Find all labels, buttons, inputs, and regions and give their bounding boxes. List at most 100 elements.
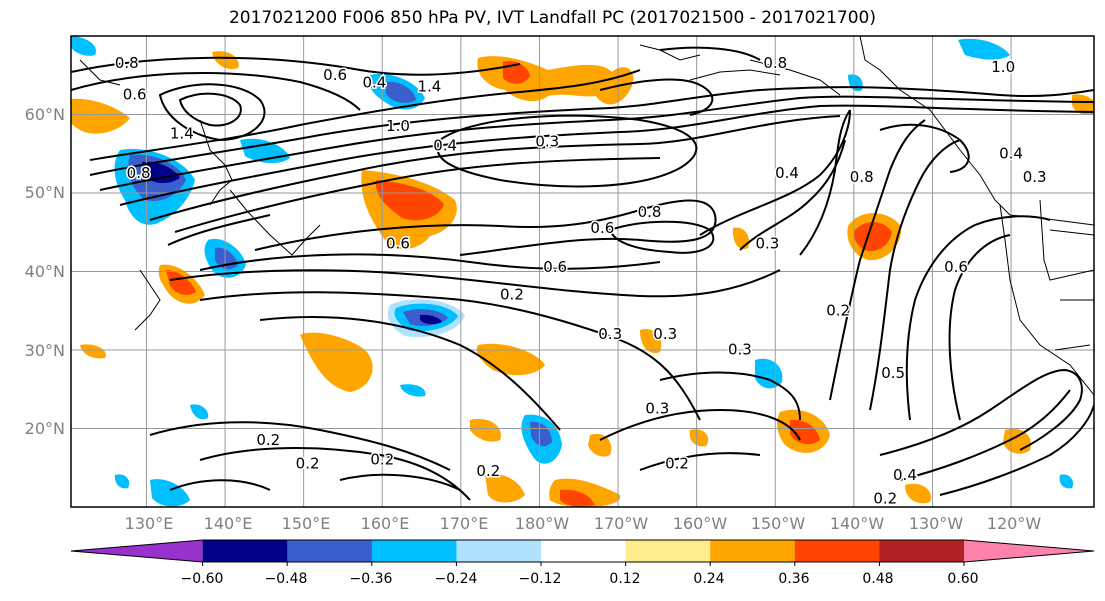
- positive-anomaly: [71, 98, 130, 134]
- lon-label: 140°E: [203, 514, 253, 533]
- colorbar-tick: 0.12: [609, 571, 641, 587]
- contour-label: 0.4: [362, 74, 386, 92]
- colorbar-swatch: [456, 540, 542, 562]
- colorbar-tick: −0.12: [518, 571, 562, 587]
- contour-label: 0.6: [123, 85, 147, 103]
- colorbar-tick: 0.24: [693, 571, 725, 587]
- positive-anomaly: [300, 332, 373, 392]
- colorbar-tick: −0.24: [434, 571, 478, 587]
- contour-label: 0.3: [598, 325, 622, 343]
- contour-label: 0.4: [893, 466, 917, 484]
- positive-anomaly: [790, 419, 820, 445]
- contour-label: 1.0: [386, 117, 410, 135]
- positive-anomaly: [1072, 94, 1094, 115]
- lon-label: 150°W: [750, 514, 806, 533]
- contour-label: 0.3: [728, 341, 752, 359]
- contour-label: 0.3: [535, 132, 559, 150]
- positive-anomaly: [689, 429, 709, 447]
- colorbar-swatch: [71, 540, 203, 562]
- lat-label: 60°N: [24, 105, 65, 124]
- contour-label: 0.8: [850, 168, 874, 186]
- colorbar-swatch: [964, 540, 1094, 562]
- contour-label: 0.2: [873, 490, 897, 508]
- colorbar-swatch: [541, 540, 627, 562]
- negative-anomaly: [190, 404, 209, 420]
- lon-label: 160°W: [672, 514, 728, 533]
- negative-anomaly: [385, 81, 416, 103]
- lon-label: 140°W: [829, 514, 885, 533]
- lat-label: 30°N: [24, 341, 65, 360]
- negative-anomaly: [150, 479, 190, 507]
- colorbar-tick: 0.60: [947, 571, 979, 587]
- contour-label: 0.2: [256, 431, 280, 449]
- negative-anomaly: [71, 36, 96, 56]
- contour-label: 0.2: [826, 301, 850, 319]
- contour-label: 0.3: [755, 235, 779, 253]
- negative-anomaly: [114, 474, 130, 489]
- negative-anomaly: [958, 38, 1010, 60]
- positive-anomaly: [640, 329, 662, 354]
- contour-label: 0.8: [763, 54, 787, 72]
- negative-anomaly: [1059, 474, 1074, 489]
- contour-label: 1.0: [991, 58, 1015, 76]
- negative-anomaly: [142, 161, 180, 184]
- contour-label: 0.4: [999, 144, 1023, 162]
- contour-label: 0.4: [433, 136, 457, 154]
- map-frame: [70, 35, 1095, 508]
- positive-anomaly: [485, 473, 525, 503]
- contour-label: 1.4: [417, 78, 441, 96]
- contour-label: 0.2: [370, 450, 394, 468]
- colorbar-swatch: [625, 540, 711, 562]
- lon-label: 180°W: [514, 514, 570, 533]
- colorbar-swatch: [794, 540, 880, 562]
- lat-label: 50°N: [24, 183, 65, 202]
- contour-label: 0.6: [386, 235, 410, 253]
- contour-labels: 0.80.61.40.6 0.4 1.41.00.4 0.30.80.60.60.80…: [113, 52, 1048, 508]
- graticule: [71, 36, 1094, 507]
- colorbar-swatch: [202, 540, 288, 562]
- contour-label: 0.2: [476, 462, 500, 480]
- colorbar: [70, 539, 1095, 566]
- contour-label: 0.8: [127, 164, 151, 182]
- pv-shading: [71, 36, 1094, 507]
- colorbar-tick: 0.36: [778, 571, 810, 587]
- positive-anomaly: [905, 483, 931, 504]
- negative-anomaly: [400, 384, 426, 397]
- lon-label: 150°E: [281, 514, 331, 533]
- positive-anomaly: [560, 489, 595, 507]
- contour-label: 0.3: [1023, 168, 1047, 186]
- lon-label: 170°W: [593, 514, 649, 533]
- contour-label: 0.3: [653, 325, 677, 343]
- map-title: 2017021200 F006 850 hPa PV, IVT Landfall…: [228, 8, 876, 28]
- colorbar-swatch: [710, 540, 796, 562]
- contour-label: 0.5: [881, 364, 905, 382]
- positive-anomaly: [732, 227, 750, 250]
- positive-anomaly: [166, 270, 196, 295]
- lat-label: 40°N: [24, 262, 65, 281]
- lon-label: 170°E: [439, 514, 489, 533]
- colorbar-tick: −0.36: [349, 571, 393, 587]
- contour-label: 0.2: [500, 286, 524, 304]
- ivt-contours: [71, 46, 1094, 501]
- lon-label: 130°E: [124, 514, 174, 533]
- positive-anomaly: [375, 180, 444, 221]
- positive-anomaly: [476, 343, 545, 376]
- negative-anomaly: [420, 314, 442, 325]
- colorbar-tick: −0.60: [180, 571, 224, 587]
- contour-label: 0.2: [665, 454, 689, 472]
- contour-label: 0.6: [944, 258, 968, 276]
- contour-label: 0.8: [638, 203, 662, 221]
- colorbar-swatch: [287, 540, 373, 562]
- colorbar-tick: 0.48: [862, 571, 894, 587]
- negative-anomaly: [530, 421, 552, 447]
- contour-label: 0.2: [296, 454, 320, 472]
- lon-label: 120°W: [986, 514, 1042, 533]
- positive-anomaly: [854, 221, 892, 252]
- colorbar-tick: −0.48: [264, 571, 308, 587]
- contour-label: 0.6: [543, 258, 567, 276]
- colorbar-swatch: [879, 540, 965, 562]
- contour-label: 0.4: [775, 164, 799, 182]
- positive-anomaly: [470, 418, 501, 442]
- contour-label: 0.8: [115, 54, 139, 72]
